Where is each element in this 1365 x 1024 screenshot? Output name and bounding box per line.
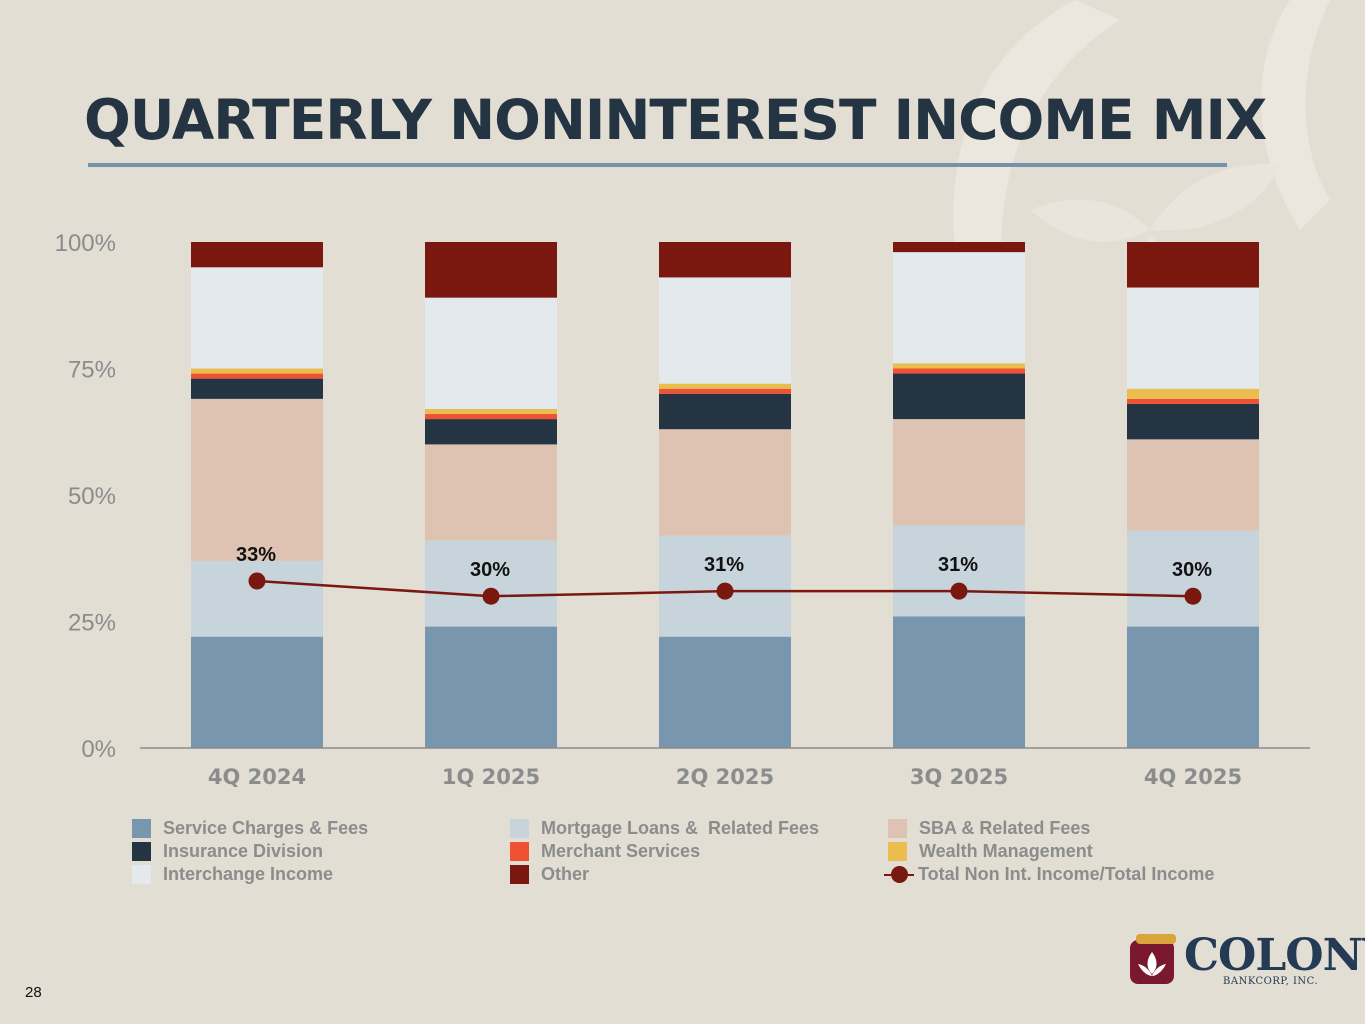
bar-segment-other xyxy=(659,242,791,278)
y-tick-label: 25% xyxy=(68,610,116,637)
legend-item-sba-fees: SBA & Related Fees xyxy=(888,817,1090,839)
bar-segment-insurance-division xyxy=(425,419,557,445)
bar-segment-other xyxy=(191,242,323,268)
bar-segment-merchant-services xyxy=(893,368,1025,374)
x-tick-label: 4Q 2025 xyxy=(1144,765,1242,789)
legend-label: Interchange Income xyxy=(163,863,334,884)
colony-bankcorp-logo: COLONY BANKCORP, INC. xyxy=(1128,930,1365,992)
legend-item-merchant-services: Merchant Services xyxy=(510,840,700,862)
total-ratio-point xyxy=(716,582,734,600)
bar-segment-insurance-division xyxy=(659,393,791,430)
total-ratio-data-label: 33% xyxy=(236,544,276,566)
total-ratio-data-label: 30% xyxy=(1172,559,1212,581)
legend-item-other: Other xyxy=(510,863,589,885)
page-number: 28 xyxy=(25,984,42,1001)
legend-item-insurance-division: Insurance Division xyxy=(132,840,323,862)
bar-segment-wealth-management xyxy=(1127,388,1259,399)
legend-label: Wealth Management xyxy=(919,840,1093,861)
bar-segment-insurance-division xyxy=(191,378,323,399)
x-tick-label: 4Q 2024 xyxy=(208,765,306,789)
bar-segment-mortgage-loans-related-fees xyxy=(425,540,557,627)
bar-segment-service-charges-fees xyxy=(191,636,323,748)
legend-swatch-merchant-services xyxy=(510,841,529,861)
legend-label: Total Non Int. Income/Total Income xyxy=(918,863,1215,884)
title-divider xyxy=(88,163,1227,167)
bar-segment-insurance-division xyxy=(893,373,1025,420)
legend-item-interchange-income: Interchange Income xyxy=(132,863,333,885)
x-tick-label: 2Q 2025 xyxy=(676,765,774,789)
bar-segment-mortgage-loans-related-fees xyxy=(191,560,323,637)
y-tick-label: 100% xyxy=(55,230,116,257)
legend-label: SBA & Related Fees xyxy=(919,817,1091,838)
bar-segment-merchant-services xyxy=(191,373,323,379)
bar-segment-wealth-management xyxy=(659,383,791,389)
x-tick-label: 1Q 2025 xyxy=(442,765,540,789)
legend-label: Other xyxy=(541,863,590,884)
legend-swatch-other xyxy=(510,864,529,884)
legend-item-total-ratio: Total Non Int. Income/Total Income xyxy=(884,863,1214,885)
legend-label: Merchant Services xyxy=(541,840,701,861)
y-tick-label: 75% xyxy=(68,357,116,384)
bar-segment-sba-related-fees xyxy=(893,419,1025,526)
total-ratio-point xyxy=(248,572,266,590)
legend-item-wealth-management: Wealth Management xyxy=(888,840,1093,862)
x-tick-label: 3Q 2025 xyxy=(910,765,1008,789)
legend-label: Insurance Division xyxy=(163,840,324,861)
y-tick-label: 50% xyxy=(68,483,116,510)
bar-segment-interchange-income xyxy=(425,297,557,409)
bar-segment-service-charges-fees xyxy=(659,636,791,748)
bar-segment-merchant-services xyxy=(1127,398,1259,404)
legend-swatch-interchange-income xyxy=(132,864,151,884)
legend-swatch-service-charges xyxy=(132,818,151,838)
bar-segment-mortgage-loans-related-fees xyxy=(893,525,1025,617)
bar-segment-wealth-management xyxy=(191,368,323,374)
bar-segment-other xyxy=(893,242,1025,253)
lotus-icon xyxy=(1130,934,1176,984)
bar-segment-merchant-services xyxy=(425,414,557,420)
legend-item-mortgage-loans: Mortgage Loans & Related Fees xyxy=(510,817,819,839)
bar-segment-interchange-income xyxy=(893,252,1025,364)
bar-segment-service-charges-fees xyxy=(425,626,557,748)
bar-segment-interchange-income xyxy=(191,267,323,369)
chart-legend: Service Charges & Fees Insurance Divisio… xyxy=(132,817,1252,887)
bar-segment-wealth-management xyxy=(425,408,557,415)
bar-segment-wealth-management xyxy=(893,363,1025,369)
bar-segment-interchange-income xyxy=(659,277,791,384)
total-ratio-data-label: 30% xyxy=(470,559,510,581)
bar-segment-other xyxy=(1127,242,1259,288)
total-ratio-data-label: 31% xyxy=(938,554,978,576)
total-ratio-point xyxy=(950,582,968,600)
legend-line-marker xyxy=(884,865,914,884)
bar-segment-mortgage-loans-related-fees xyxy=(1127,530,1259,627)
noninterest-income-chart: 0% 25% 50% 75% 100% 4Q 2024 1Q 2025 2Q 2025 3Q 2… xyxy=(55,230,1310,789)
bar-segment-service-charges-fees xyxy=(1127,626,1259,748)
page-title: QUARTERLY NONINTEREST INCOME MIX xyxy=(84,88,1267,152)
legend-swatch-mortgage-loans xyxy=(510,818,529,838)
legend-label: Mortgage Loans & Related Fees xyxy=(541,817,820,838)
legend-item-service-charges: Service Charges & Fees xyxy=(132,817,368,839)
bar-segment-interchange-income xyxy=(1127,287,1259,389)
bar-segment-insurance-division xyxy=(1127,403,1259,440)
bar-segment-sba-related-fees xyxy=(659,429,791,536)
legend-label: Service Charges & Fees xyxy=(163,817,369,838)
logo-subtitle: BANKCORP, INC. xyxy=(1223,976,1319,987)
bar-segment-other xyxy=(425,242,557,298)
legend-swatch-sba-fees xyxy=(888,818,907,838)
bar-segment-service-charges-fees xyxy=(893,616,1025,748)
total-ratio-point xyxy=(1184,587,1202,605)
bar-segment-merchant-services xyxy=(659,388,791,394)
bar-segment-sba-related-fees xyxy=(1127,439,1259,531)
bar-segment-sba-related-fees xyxy=(191,398,323,561)
legend-swatch-insurance-division xyxy=(132,841,151,861)
bar-segment-sba-related-fees xyxy=(425,444,557,541)
total-ratio-point xyxy=(482,587,500,605)
legend-swatch-wealth-management xyxy=(888,841,907,861)
y-tick-label: 0% xyxy=(81,736,116,763)
total-ratio-data-label: 31% xyxy=(704,554,744,576)
logo-wordmark: COLONY xyxy=(1184,930,1365,981)
